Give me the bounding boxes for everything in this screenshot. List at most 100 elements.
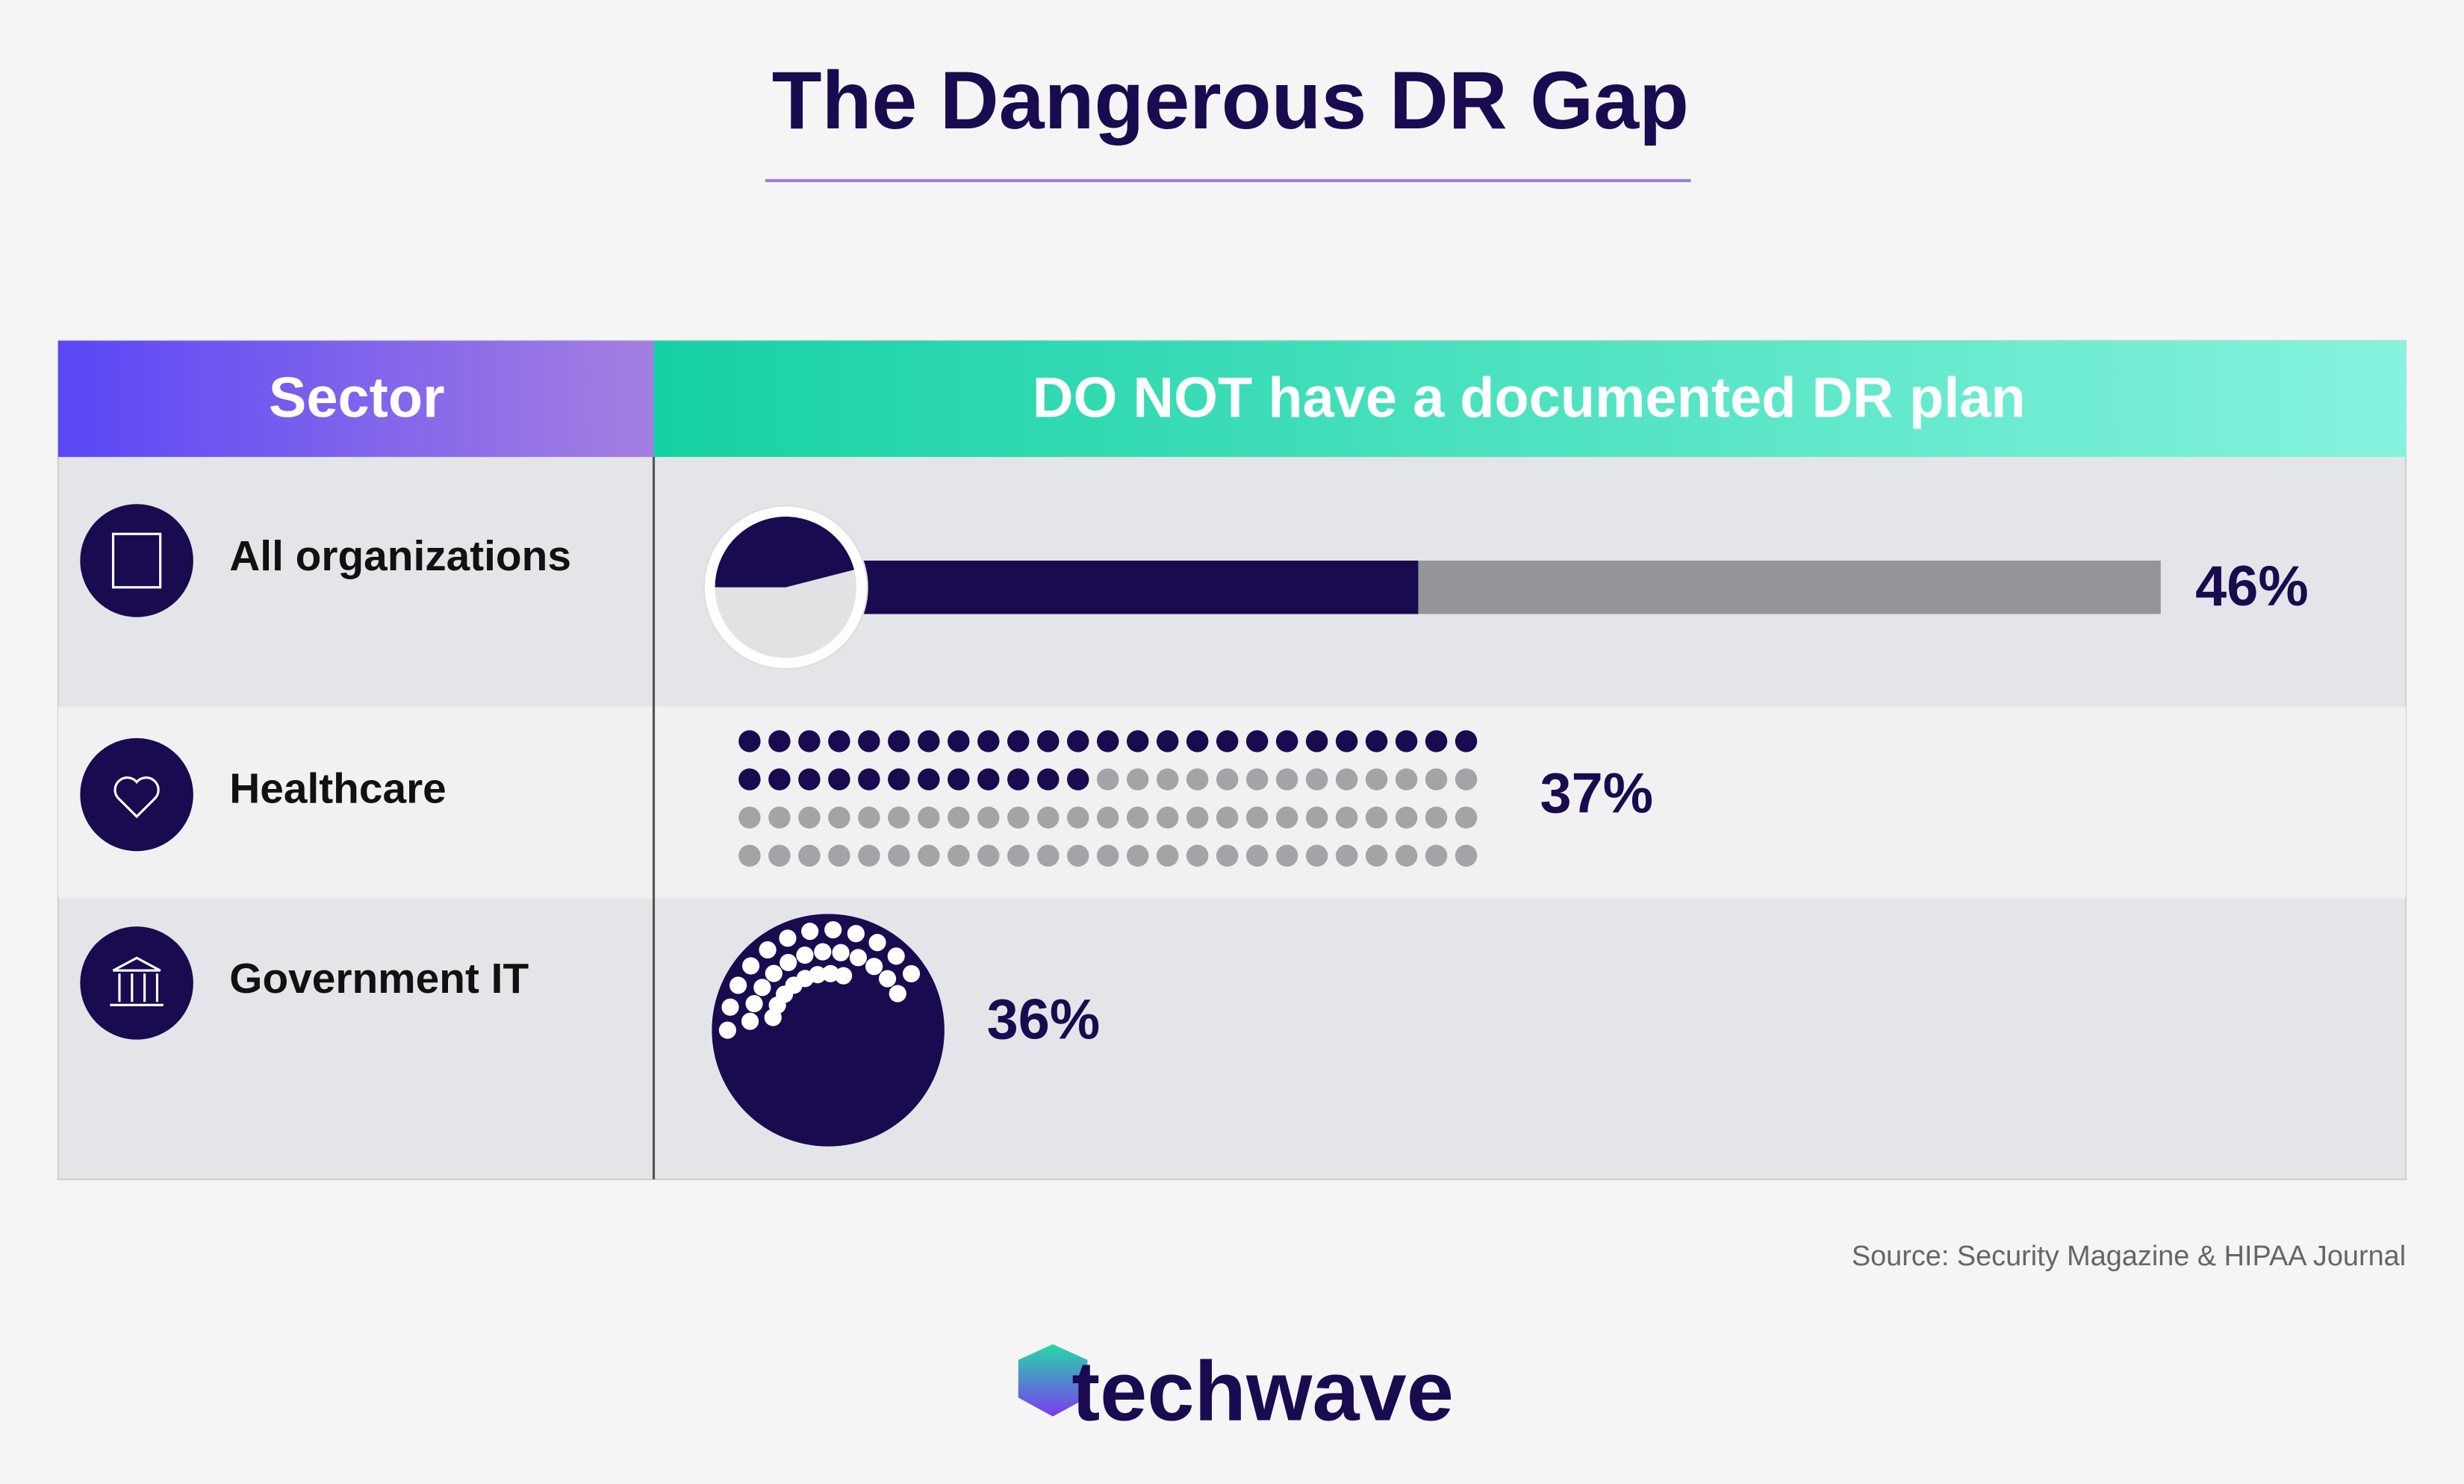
- dot: [814, 943, 832, 961]
- dot: [1067, 806, 1089, 829]
- dot: [1425, 806, 1448, 829]
- dot: [1395, 844, 1418, 867]
- dot: [738, 806, 761, 829]
- dot: [828, 768, 850, 791]
- pie-slice: [715, 517, 855, 587]
- icon-glyph: [111, 532, 162, 589]
- dot: [888, 844, 910, 867]
- dot: [948, 730, 970, 752]
- dot: [1156, 768, 1179, 791]
- dot: [1216, 806, 1239, 829]
- value-label: 46%: [2195, 555, 2309, 618]
- dot: [977, 844, 1000, 867]
- dot: [1335, 844, 1358, 867]
- dot: [1067, 730, 1089, 752]
- dot: [888, 768, 910, 791]
- dot: [796, 947, 814, 964]
- column-header: DO NOT have a documented DR plan: [1033, 367, 2026, 430]
- dot: [801, 923, 819, 941]
- dot: [1275, 806, 1298, 829]
- dot: [948, 806, 970, 829]
- icon-glyph: [113, 776, 160, 819]
- dot: [1007, 730, 1030, 752]
- dot: [878, 970, 897, 988]
- dot: [1216, 768, 1239, 791]
- dot: [832, 944, 850, 961]
- header-cell: [57, 340, 654, 458]
- dot: [889, 985, 906, 1003]
- circle-dots: [718, 920, 921, 1039]
- dot: [1365, 768, 1388, 791]
- dot: [753, 979, 771, 997]
- dot: [1245, 806, 1269, 829]
- dot: [768, 730, 791, 752]
- dot: [821, 964, 839, 982]
- dot: [798, 730, 821, 752]
- dot: [738, 730, 761, 752]
- dot: [779, 929, 797, 947]
- dot: [1395, 768, 1418, 791]
- dot: [765, 964, 783, 982]
- dot: [759, 941, 777, 959]
- dot: [1365, 806, 1388, 829]
- sector-label: All organizations: [229, 533, 571, 580]
- dot: [1425, 844, 1448, 867]
- dot-grid: [738, 730, 1478, 867]
- dot: [1007, 806, 1030, 829]
- dot: [1097, 730, 1119, 752]
- value-label: 36%: [987, 988, 1101, 1052]
- dot: [1007, 768, 1030, 791]
- dot: [918, 844, 940, 867]
- column-header: Sector: [269, 367, 445, 430]
- dot: [948, 768, 970, 791]
- dot: [1067, 844, 1089, 867]
- sector-label: Healthcare: [229, 765, 447, 812]
- dot: [868, 934, 886, 952]
- source: Source: Security Magazine & HIPAA Journa…: [1852, 1241, 2406, 1272]
- dot: [918, 806, 940, 829]
- dot: [1455, 844, 1478, 867]
- title: The Dangerous DR Gap: [772, 55, 1689, 146]
- dot: [1455, 730, 1478, 752]
- dot: [1126, 730, 1149, 752]
- dot: [858, 730, 880, 752]
- dot: [1097, 806, 1119, 829]
- dot: [1425, 730, 1448, 752]
- dot: [768, 844, 791, 867]
- dot: [1275, 768, 1298, 791]
- dot: [721, 998, 739, 1016]
- dot: [1156, 806, 1179, 829]
- icon-glyph: [110, 956, 164, 1006]
- dot: [1156, 730, 1179, 752]
- icon: [80, 504, 193, 617]
- dot: [1216, 730, 1239, 752]
- dot: [858, 768, 880, 791]
- dot: [977, 730, 1000, 752]
- bar: [785, 561, 1419, 614]
- icons: [80, 504, 193, 1040]
- dot: [977, 768, 1000, 791]
- dot: [887, 947, 905, 965]
- dot: [1156, 844, 1179, 867]
- logo-icon: [1018, 1344, 1088, 1417]
- dot: [798, 768, 821, 791]
- dot: [828, 844, 850, 867]
- dot: [1245, 768, 1269, 791]
- dot: [738, 844, 761, 867]
- dot: [918, 730, 940, 752]
- dot: [1037, 844, 1060, 867]
- dot: [1305, 730, 1328, 752]
- dot: [798, 844, 821, 867]
- dot: [888, 730, 910, 752]
- dot: [809, 966, 827, 984]
- dot: [729, 976, 747, 994]
- dot: [1275, 844, 1298, 867]
- dot: [865, 958, 883, 976]
- dot: [1455, 806, 1478, 829]
- dot: [858, 806, 880, 829]
- dot: [828, 730, 850, 752]
- dot: [1335, 730, 1358, 752]
- dot: [1186, 768, 1209, 791]
- dot: [902, 964, 921, 982]
